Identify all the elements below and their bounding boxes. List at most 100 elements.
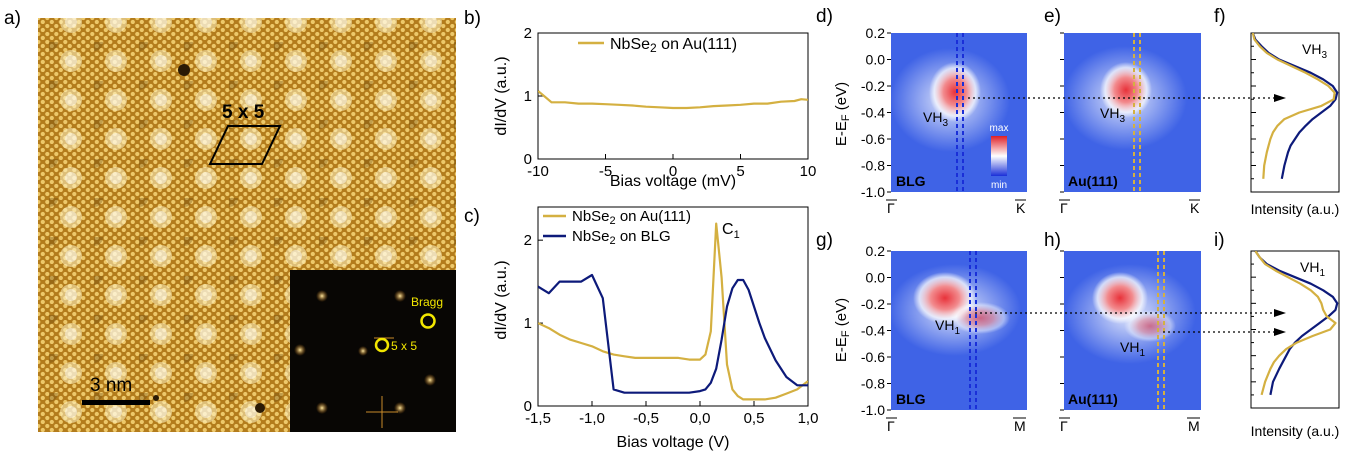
y-tick-label: 1: [524, 315, 532, 332]
panel-label-b: b): [464, 8, 481, 29]
energy-tick-label: 0.2: [866, 25, 886, 41]
panel-i: i) VH1 Intensity (a.u.): [1214, 230, 1340, 439]
vh1-label-g: VH1: [935, 317, 960, 337]
energy-tick-label: -0.2: [861, 78, 885, 94]
energy-tick-label: 0.0: [866, 270, 886, 286]
unit-cell-outline: [208, 125, 282, 165]
panel-label-c: c): [464, 206, 480, 227]
gamma-label: Γ: [887, 418, 895, 434]
xlabel-c: Bias voltage (V): [617, 434, 730, 451]
vh3-label-e: VH3: [1100, 105, 1125, 125]
colorbar: max min: [990, 123, 1009, 191]
vh1-label-i: VH1: [1300, 259, 1325, 279]
fft-bragg-label: Bragg: [411, 295, 443, 309]
defect-dark-spot: [255, 403, 265, 413]
panel-c: c) -1,5 -1,0 -0,5 0,0 0,5 1,0 0 1 2 NbSe2 on Au(…: [464, 206, 818, 451]
series-f: [1251, 33, 1339, 180]
panel-label-d: d): [816, 6, 833, 27]
energy-tick-label: -1.0: [861, 184, 885, 200]
arpes-panels: d) e) g) h) E-EF (eV) E-EF (eV) 0.2 0.0 -0…: [816, 6, 1286, 434]
x-tick-label: -1,5: [525, 410, 551, 427]
vh3-label-f: VH3: [1302, 41, 1327, 61]
energy-tick-label: 0.0: [866, 52, 886, 68]
series-b: [538, 90, 808, 110]
ylabel-b: dI/dV (a.u.): [493, 56, 510, 135]
x-tick-label: 1,0: [798, 410, 819, 427]
k-point-labels: Γ K Γ K Γ M Γ M: [886, 199, 1200, 434]
y-tick-label: 2: [524, 25, 532, 42]
arpes-map-h: [1064, 251, 1201, 410]
x-tick-label: 10: [800, 163, 817, 180]
panel-b: b) -10 -5 0 5 10 0 1 2 NbSe2 on Au(111) dI/dV (…: [464, 8, 816, 190]
fft-bragg-ring: [420, 313, 436, 329]
series-line-au: [538, 90, 808, 110]
panel-f: f) VH3 Intensity (a.u.): [1214, 6, 1340, 217]
legend-text-blg-c: NbSe2 on BLG: [572, 228, 671, 247]
x-tick-label: -10: [527, 163, 549, 180]
x-tick-label: 5: [736, 163, 744, 180]
fft-superlattice-label: 5 x 5: [391, 339, 417, 353]
unit-cell-label: 5 x 5: [222, 102, 265, 123]
energy-tick-label: -1.0: [861, 402, 885, 418]
panel-label-g: g): [816, 230, 833, 251]
k-label: K: [1190, 200, 1200, 216]
sample-tag-g: BLG: [896, 391, 926, 407]
y-tick-label: 0: [524, 151, 532, 168]
ticks-b: -10 -5 0 5 10 0 1 2: [524, 25, 817, 180]
stm-image: [38, 18, 456, 432]
y-tick-label: 0: [524, 398, 532, 415]
energy-tick-label: -0.8: [861, 158, 885, 174]
series-c: [538, 222, 808, 401]
energy-tick-label: -0.4: [861, 105, 885, 121]
energy-tick-label: -0.8: [861, 376, 885, 392]
ticks-i: [1251, 250, 1256, 409]
gamma-label: Γ: [887, 200, 895, 216]
energy-tick-label: -0.6: [861, 131, 885, 147]
arpes-map-e: [1063, 33, 1201, 192]
fft-inset: Bragg 5 x 5: [290, 270, 456, 432]
energy-tick-label: -0.4: [861, 323, 885, 339]
xlabel-b: Bias voltage (mV): [610, 173, 736, 190]
colorbar-max-label: max: [990, 123, 1009, 134]
fft-bragg-spots: [294, 290, 436, 428]
gamma-label: Γ: [1060, 200, 1068, 216]
energy-tick-label: -0.2: [861, 296, 885, 312]
ylabel-arpes-bottom: E-EF (eV): [833, 298, 852, 362]
peak-label-c1: C1: [722, 221, 740, 241]
m-label: M: [1188, 418, 1200, 434]
x-tick-label: -1,0: [579, 410, 605, 427]
series-i: [1254, 251, 1339, 396]
series-line-au: [538, 222, 808, 401]
panel-label-f: f): [1214, 6, 1226, 27]
sample-tag-e: Au(111): [1068, 173, 1118, 189]
scale-bar: [82, 400, 150, 405]
legend-text-b: NbSe2 on Au(111): [610, 36, 737, 55]
ticks-c: -1,5 -1,0 -0,5 0,0 0,5 1,0 0 1 2: [524, 232, 819, 427]
colorbar-min-label: min: [991, 180, 1007, 191]
plot-frame-c: [537, 206, 809, 407]
energy-tick-label: -0.6: [861, 349, 885, 365]
xlabel-i: Intensity (a.u.): [1251, 423, 1340, 439]
panel-label-e: e): [1044, 6, 1061, 27]
vh1-label-h: VH1: [1120, 339, 1145, 359]
legend-text-au-c: NbSe2 on Au(111): [572, 208, 691, 227]
panel-a: a) 5 x 5 3 nm: [4, 8, 456, 432]
y-tick-label: 1: [524, 88, 532, 105]
panel-label-i: i): [1214, 230, 1225, 251]
sample-tag-h: Au(111): [1068, 391, 1118, 407]
ylabel-arpes-top: E-EF (eV): [833, 82, 852, 146]
edc-line-au: [1254, 251, 1337, 396]
ylabel-c: dI/dV (a.u.): [493, 260, 510, 339]
panel-label-a: a): [4, 8, 21, 29]
y-tick-label: 2: [524, 232, 532, 249]
panel-label-h: h): [1044, 230, 1061, 251]
x-tick-label: -5: [599, 163, 612, 180]
fft-superlattice-ring: [374, 337, 390, 353]
x-tick-label: -0,5: [633, 410, 659, 427]
x-tick-label: 0: [669, 163, 677, 180]
ticks-arpes: 0.2 0.0 -0.2 -0.4 -0.6 -0.8 -1.0 0.2 0.0 -0.2 -0.4…: [861, 25, 1064, 418]
xlabel-f: Intensity (a.u.): [1251, 201, 1340, 217]
edc-line-au: [1251, 33, 1336, 179]
m-label: M: [1014, 418, 1026, 434]
x-tick-label: 0,0: [690, 410, 711, 427]
